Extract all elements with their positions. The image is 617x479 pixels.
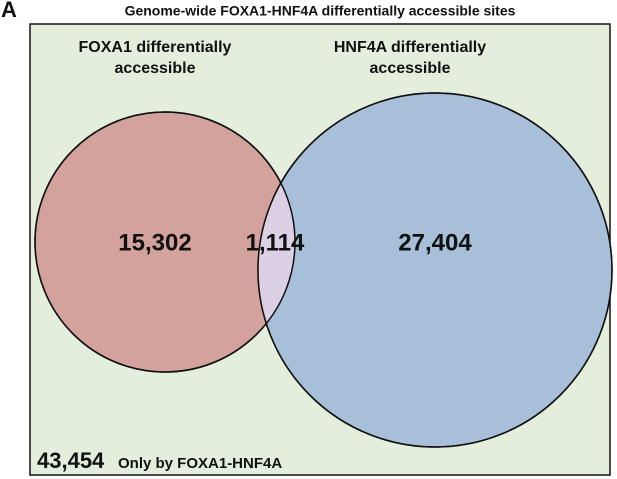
hnf4a-outline — [257, 92, 613, 448]
set-count: 15,302 — [118, 229, 191, 256]
hnf4a-circle — [257, 92, 613, 448]
set-count: 27,404 — [398, 229, 472, 256]
title: Genome-wide FOXA1-HNF4A differentially a… — [125, 3, 516, 19]
background-count: 43,454 — [37, 448, 105, 473]
overlap-count: 1,114 — [246, 229, 305, 256]
set-label: HNF4A differentially — [334, 39, 486, 56]
foxa1-outline — [34, 111, 296, 373]
set-label: FOXA1 differentially — [79, 39, 232, 56]
panel-label: A — [1, 0, 17, 22]
background-label: Only by FOXA1-HNF4A — [118, 455, 282, 472]
set-label: accessible — [370, 60, 451, 77]
set-label: accessible — [115, 60, 196, 77]
